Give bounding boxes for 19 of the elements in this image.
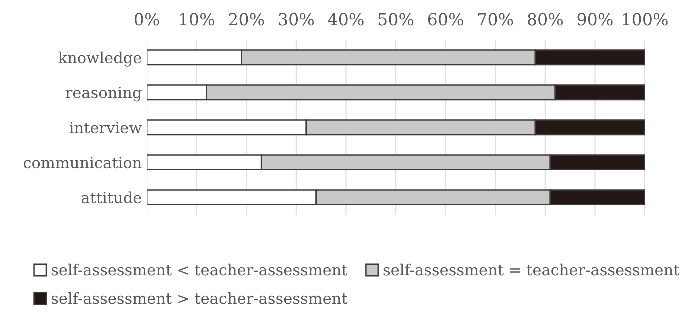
x-tick-label: 50% xyxy=(378,13,414,26)
y-tick-label: interview xyxy=(70,122,142,134)
x-tick-label: 40% xyxy=(328,13,364,26)
x-tick-label: 20% xyxy=(229,13,264,26)
legend-label: self-assessment > teacher-assessment xyxy=(52,292,348,304)
x-tick-label: 30% xyxy=(279,13,314,26)
legend-label: self-assessment < teacher-assessment xyxy=(52,264,348,276)
x-tick-label: 60% xyxy=(428,13,464,26)
x-tick-label: 80% xyxy=(528,13,564,26)
legend-label: self-assessment = teacher-assessment xyxy=(384,264,680,276)
y-tick-label: communication xyxy=(24,157,142,169)
y-tick-label: reasoning xyxy=(66,87,142,102)
x-tick-label: 100% xyxy=(623,13,668,26)
x-tick-label: 10% xyxy=(180,13,214,26)
x-tick-label: 0% xyxy=(134,13,160,26)
x-tick-label: 70% xyxy=(478,13,514,26)
y-tick-label: knowledge xyxy=(58,52,142,67)
y-tick-label: attitude xyxy=(82,192,142,204)
x-tick-label: 90% xyxy=(578,13,613,26)
